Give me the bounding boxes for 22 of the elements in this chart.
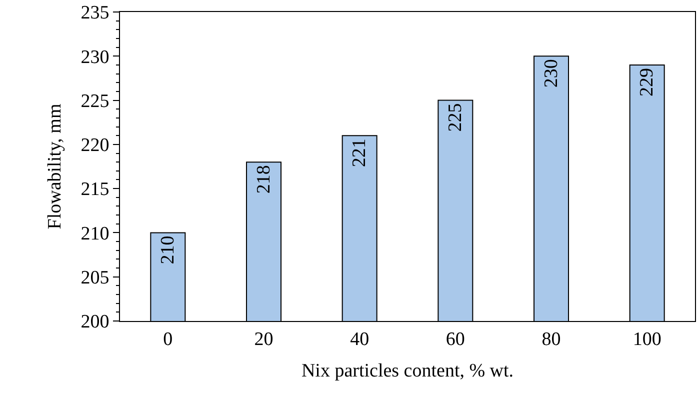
y-tick-label: 235 — [80, 2, 110, 24]
x-tick-label: 80 — [542, 328, 561, 350]
x-tick-label: 100 — [632, 328, 662, 350]
x-tick-label: 40 — [350, 328, 370, 350]
data-label: 221 — [349, 138, 370, 168]
x-tick-label: 0 — [163, 328, 173, 350]
y-tick-label: 220 — [80, 135, 110, 156]
x-axis-title: Nix particles content, % wt. — [301, 360, 514, 382]
x-tick-label: 60 — [446, 328, 465, 350]
y-tick-label: 215 — [80, 179, 110, 200]
y-tick-label: 205 — [80, 268, 110, 289]
y-axis-title: Flowability, mm — [44, 104, 66, 230]
data-label: 229 — [636, 68, 658, 96]
y-tick-label: 230 — [80, 46, 110, 68]
data-label: 210 — [157, 236, 178, 264]
y-tick-label: 225 — [80, 90, 110, 112]
data-label: 225 — [444, 103, 466, 132]
y-tick-label: 210 — [80, 223, 110, 244]
data-label: 230 — [540, 59, 562, 88]
data-label: 218 — [253, 165, 274, 194]
x-tick-label: 20 — [254, 328, 274, 350]
y-tick-label: 200 — [80, 312, 110, 333]
